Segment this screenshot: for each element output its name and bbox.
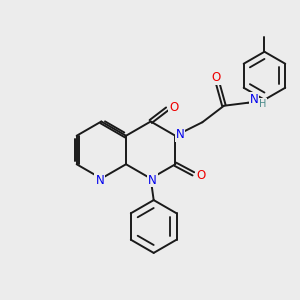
Text: N: N	[95, 173, 104, 187]
Text: O: O	[212, 71, 221, 84]
Text: H: H	[259, 99, 267, 109]
Text: N: N	[148, 173, 157, 187]
Text: O: O	[169, 101, 178, 114]
Text: N: N	[176, 128, 184, 141]
Text: O: O	[196, 169, 206, 182]
Text: N: N	[250, 93, 258, 106]
